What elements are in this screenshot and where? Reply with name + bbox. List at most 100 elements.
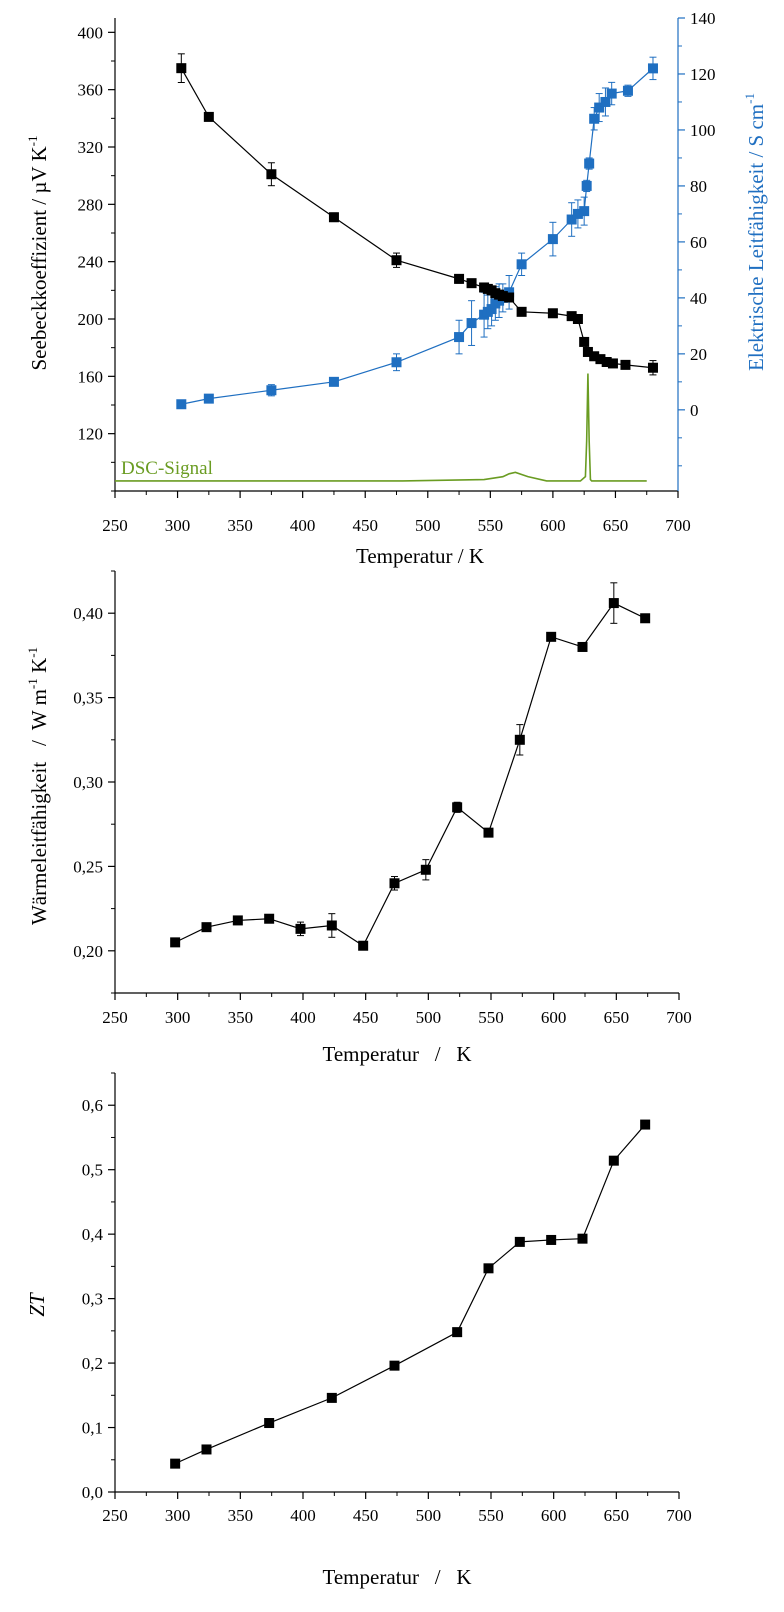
thermal-conductivity-series-point [640, 613, 651, 624]
x-tick-label: 300 [165, 1506, 191, 1525]
x-tick-label: 400 [290, 516, 316, 535]
x-tick-label: 700 [666, 1506, 692, 1525]
thermal-conductivity-series-point [420, 864, 431, 875]
left-y-tick-label: 320 [78, 138, 104, 157]
seebeck-series-point [516, 306, 527, 317]
x-tick-label: 550 [478, 516, 504, 535]
x-tick-label: 500 [416, 1506, 442, 1525]
thermal-conductivity-series-point [264, 913, 275, 924]
thermal-conductivity-series-point [577, 641, 588, 652]
right-y-tick-label: 120 [690, 65, 716, 84]
conductivity-series-point [579, 206, 590, 217]
conductivity-series-point [466, 318, 477, 329]
x-tick-label: 450 [353, 1506, 379, 1525]
x-tick-label: 450 [353, 1008, 379, 1027]
conductivity-series-point [594, 102, 605, 113]
left-y-tick-label: 0,5 [82, 1161, 103, 1180]
x-tick-label: 600 [541, 1506, 567, 1525]
left-y-tick-label: 0,35 [73, 689, 103, 708]
left-y-tick-label: 0,4 [82, 1225, 104, 1244]
conductivity-series-point [572, 208, 583, 219]
x-tick-label: 450 [352, 516, 378, 535]
conductivity-series-point [454, 332, 465, 343]
thermal-conductivity-series-point [326, 920, 337, 931]
zt-series-line [174, 1124, 646, 1465]
right-y-tick-label: 40 [690, 289, 707, 308]
thermal-conductivity-series-point [546, 631, 557, 642]
x-tick-label: 650 [604, 1506, 630, 1525]
thermal-conductivity-series-line [174, 602, 646, 947]
panel3-y-axis-label: ZT [25, 1292, 49, 1317]
panel-thermal-conductivity: 250 300 350 400 450 500 550 600 650 700 0,20 0,25 0,… [25, 570, 692, 1066]
panel2-marks [170, 582, 651, 951]
panel3-axes: 250 300 350 400 450 500 550 600 650 700 0,0 0,1 0,2 0… [82, 1072, 692, 1525]
zt-series-point [608, 1155, 619, 1166]
conductivity-series-point [176, 399, 187, 410]
seebeck-series-point [572, 314, 583, 324]
x-tick-label: 600 [540, 516, 566, 535]
left-y-tick-label: 280 [78, 195, 104, 214]
seebeck-series-point [466, 278, 477, 289]
zt-series-point [483, 1263, 494, 1274]
left-y-tick-label: 0,30 [73, 773, 103, 792]
conductivity-series-point [504, 287, 515, 298]
conductivity-series-point [647, 63, 658, 74]
thermal-conductivity-series-point [514, 734, 525, 745]
panel3-x-axis-label: Temperatur / K [323, 1565, 472, 1589]
left-y-tick-label: 200 [78, 310, 104, 329]
seebeck-series-point [176, 63, 187, 74]
x-tick-label: 350 [228, 1008, 254, 1027]
left-y-tick-label: 120 [78, 425, 104, 444]
x-tick-label: 400 [290, 1506, 316, 1525]
conductivity-series-point [566, 214, 577, 225]
panel1-axes: 250 300 350 400 450 500 550 600 650 7001201602002… [78, 9, 716, 535]
conductivity-series-point [584, 158, 595, 169]
thermal-conductivity-series-point [452, 802, 463, 813]
seebeck-series-point [589, 351, 600, 362]
seebeck-series-point [497, 291, 508, 302]
thermal-conductivity-series-point [608, 598, 619, 609]
right-y-tick-label: 80 [690, 177, 707, 196]
conductivity-series-point [589, 113, 600, 124]
x-tick-label: 500 [415, 516, 441, 535]
seebeck-series-point [601, 357, 612, 367]
x-tick-label: 650 [604, 1008, 630, 1027]
x-tick-label: 250 [102, 516, 128, 535]
right-y-tick-label: 20 [690, 345, 707, 364]
thermal-conductivity-series-point [201, 922, 212, 933]
seebeck-series-point [328, 212, 339, 223]
zt-series-point [577, 1233, 588, 1244]
conductivity-series-point [391, 357, 402, 368]
x-tick-label: 550 [478, 1506, 504, 1525]
panel-seebeck-conductivity: 250 300 350 400 450 500 550 600 650 7001201602002… [25, 9, 768, 568]
x-tick-label: 600 [541, 1008, 567, 1027]
panel3-marks [170, 1119, 651, 1469]
seebeck-series-point [582, 346, 593, 357]
left-y-tick-label: 0,0 [82, 1483, 103, 1502]
conductivity-series-point [328, 376, 339, 387]
seebeck-series-point [391, 255, 402, 266]
left-y-tick-label: 0,20 [73, 942, 103, 961]
thermal-conductivity-series-point [232, 915, 243, 926]
left-y-tick-label: 0,2 [82, 1354, 103, 1373]
seebeck-series-point [620, 359, 631, 370]
panel1-y2-axis-label: Elektrische Leitfähigkeit / S cm-1 [742, 93, 768, 371]
conductivity-series-point [516, 259, 527, 270]
zt-series-point [201, 1444, 212, 1455]
x-tick-label: 250 [102, 1506, 128, 1525]
zt-series-point [546, 1234, 557, 1245]
left-y-tick-label: 0,3 [82, 1290, 103, 1309]
x-tick-label: 700 [665, 516, 691, 535]
seebeck-series-point [454, 273, 465, 284]
thermal-conductivity-series-point [295, 923, 306, 934]
conductivity-series-point [606, 88, 617, 99]
dsc-signal-annotation: DSC-Signal [121, 458, 213, 479]
dsc-signal-line [115, 373, 647, 482]
zt-series-point [452, 1327, 463, 1338]
x-tick-label: 550 [478, 1008, 504, 1027]
x-tick-label: 400 [290, 1008, 316, 1027]
right-y-tick-label: 140 [690, 9, 716, 28]
panel1-marks [115, 53, 658, 482]
thermal-conductivity-series-point [170, 937, 181, 948]
